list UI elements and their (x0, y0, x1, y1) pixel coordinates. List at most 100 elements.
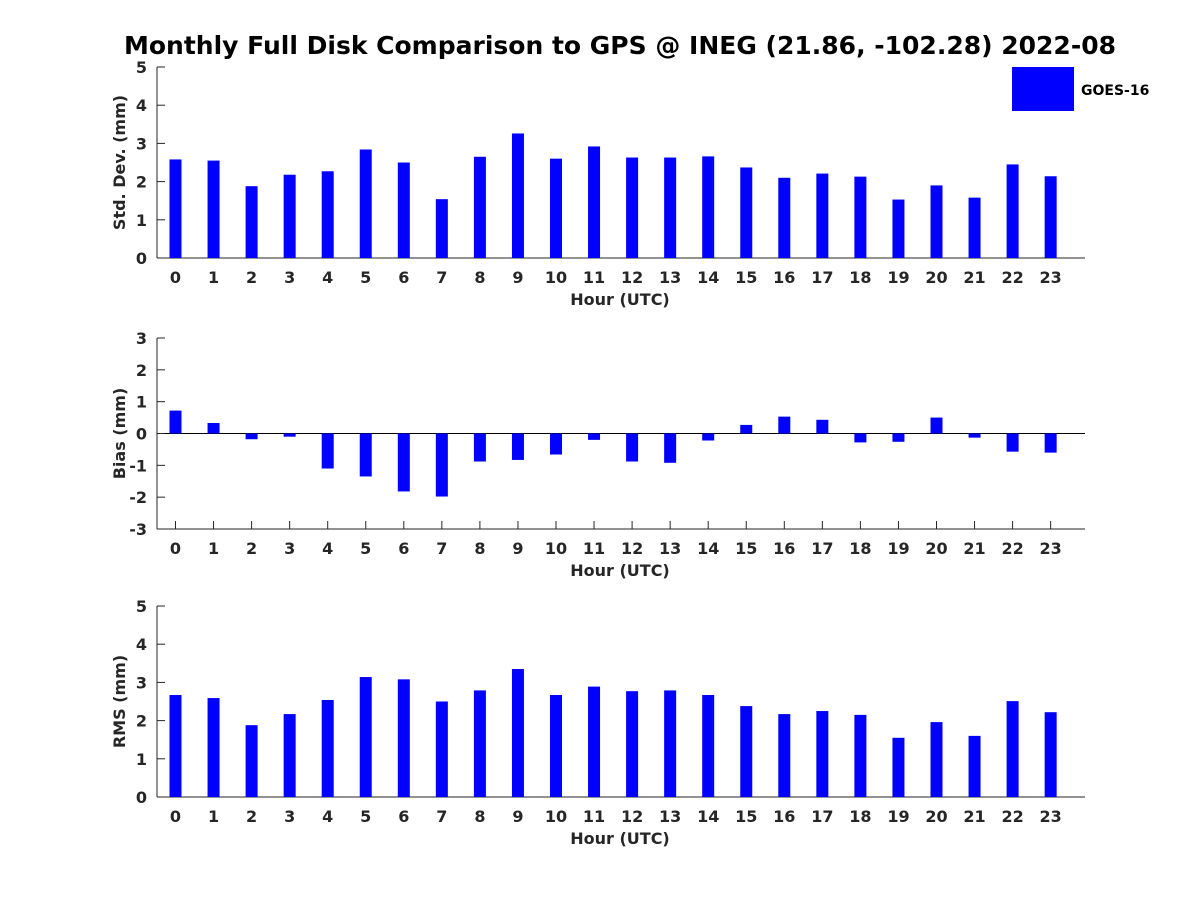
bar-hour-8 (473, 156, 486, 258)
y-tick-label: -2 (129, 488, 147, 507)
x-tick-label: 4 (322, 539, 333, 558)
bar-hour-18 (854, 176, 867, 258)
bar-hour-7 (435, 199, 448, 258)
bar-hour-2 (245, 433, 258, 440)
y-tick-label: -3 (129, 520, 147, 539)
bar-hour-21 (968, 197, 981, 258)
x-tick-label: 10 (545, 539, 567, 558)
y-tick-label: 4 (136, 635, 147, 654)
x-tick-label: 8 (474, 807, 485, 826)
x-tick-label: 15 (735, 268, 757, 287)
bar-hour-7 (435, 701, 448, 797)
bar-hour-6 (397, 433, 410, 492)
y-tick-label: 5 (136, 58, 147, 77)
bar-hour-20 (930, 185, 943, 258)
y-tick-label: 1 (136, 750, 147, 769)
bar-hour-11 (588, 686, 601, 797)
bar-hour-1 (207, 698, 220, 797)
bar-hour-10 (550, 158, 562, 258)
bar-hour-19 (892, 433, 905, 442)
x-tick-label: 11 (583, 807, 605, 826)
y-axis-label: RMS (mm) (110, 655, 129, 748)
bar-hour-1 (207, 422, 220, 434)
x-tick-label: 10 (545, 807, 567, 826)
x-tick-label: 19 (887, 807, 909, 826)
bar-hour-13 (664, 690, 677, 797)
bar-hour-8 (473, 433, 486, 462)
x-tick-label: 20 (925, 268, 947, 287)
y-tick-label: 1 (136, 211, 147, 230)
legend-label: GOES-16 (1081, 83, 1149, 99)
bar-hour-4 (321, 699, 334, 797)
bar-hour-15 (740, 424, 753, 434)
x-axis-label: Hour (UTC) (570, 829, 670, 848)
x-tick-label: 21 (963, 268, 985, 287)
y-tick-label: 5 (136, 597, 147, 616)
bar-hour-23 (1044, 433, 1057, 453)
x-tick-label: 13 (659, 539, 681, 558)
bar-hour-10 (550, 695, 562, 797)
bar-hour-2 (245, 725, 258, 797)
bar-hour-6 (397, 679, 410, 797)
bar-hour-5 (359, 677, 372, 797)
y-tick-label: 0 (136, 788, 147, 807)
x-tick-label: 14 (697, 539, 719, 558)
bar-hour-15 (740, 167, 753, 258)
bar-hour-15 (740, 706, 753, 797)
y-tick-label: 3 (136, 673, 147, 692)
x-tick-label: 12 (621, 268, 643, 287)
y-tick-label: 0 (136, 425, 147, 444)
x-tick-label: 5 (360, 807, 371, 826)
x-tick-label: 2 (246, 807, 257, 826)
bar-hour-5 (359, 149, 372, 258)
x-tick-label: 21 (963, 539, 985, 558)
x-tick-label: 1 (208, 539, 219, 558)
bar-hour-16 (778, 416, 791, 434)
bar-hour-2 (245, 186, 258, 258)
y-tick-label: -1 (129, 456, 147, 475)
bar-hour-1 (207, 160, 220, 258)
bar-hour-14 (702, 433, 715, 441)
x-tick-label: 7 (436, 268, 447, 287)
x-tick-label: 15 (735, 807, 757, 826)
bar-hour-7 (435, 433, 448, 497)
bar-hour-13 (664, 433, 677, 463)
bar-hour-23 (1044, 712, 1057, 797)
bar-hour-5 (359, 433, 372, 477)
bar-hour-16 (778, 714, 791, 797)
x-tick-label: 18 (849, 268, 871, 287)
x-tick-label: 22 (1001, 268, 1023, 287)
x-tick-label: 13 (659, 268, 681, 287)
x-tick-label: 6 (398, 539, 409, 558)
x-tick-label: 9 (512, 807, 523, 826)
x-tick-label: 3 (284, 539, 295, 558)
x-tick-label: 18 (849, 807, 871, 826)
x-tick-label: 16 (773, 268, 795, 287)
bar-hour-19 (892, 199, 905, 258)
x-tick-label: 5 (360, 539, 371, 558)
bar-hour-0 (169, 410, 182, 434)
bar-hour-18 (854, 714, 867, 797)
x-tick-label: 17 (811, 807, 833, 826)
x-tick-label: 0 (170, 807, 181, 826)
y-tick-label: 0 (136, 249, 147, 268)
y-tick-label: 3 (136, 329, 147, 348)
bar-hour-23 (1044, 176, 1057, 258)
bar-hour-22 (1006, 433, 1019, 452)
y-axis-label: Bias (mm) (110, 388, 129, 480)
x-tick-label: 17 (811, 268, 833, 287)
bar-hour-4 (321, 433, 334, 469)
x-tick-label: 22 (1001, 807, 1023, 826)
x-tick-label: 1 (208, 268, 219, 287)
x-tick-label: 19 (887, 539, 909, 558)
x-axis-label: Hour (UTC) (570, 290, 670, 309)
bar-hour-9 (511, 433, 524, 460)
x-tick-label: 2 (246, 539, 257, 558)
bar-hour-3 (283, 174, 296, 258)
bar-hour-16 (778, 177, 791, 258)
x-tick-label: 7 (436, 539, 447, 558)
x-tick-label: 12 (621, 539, 643, 558)
bar-hour-3 (283, 714, 296, 797)
bar-hour-6 (397, 162, 410, 258)
